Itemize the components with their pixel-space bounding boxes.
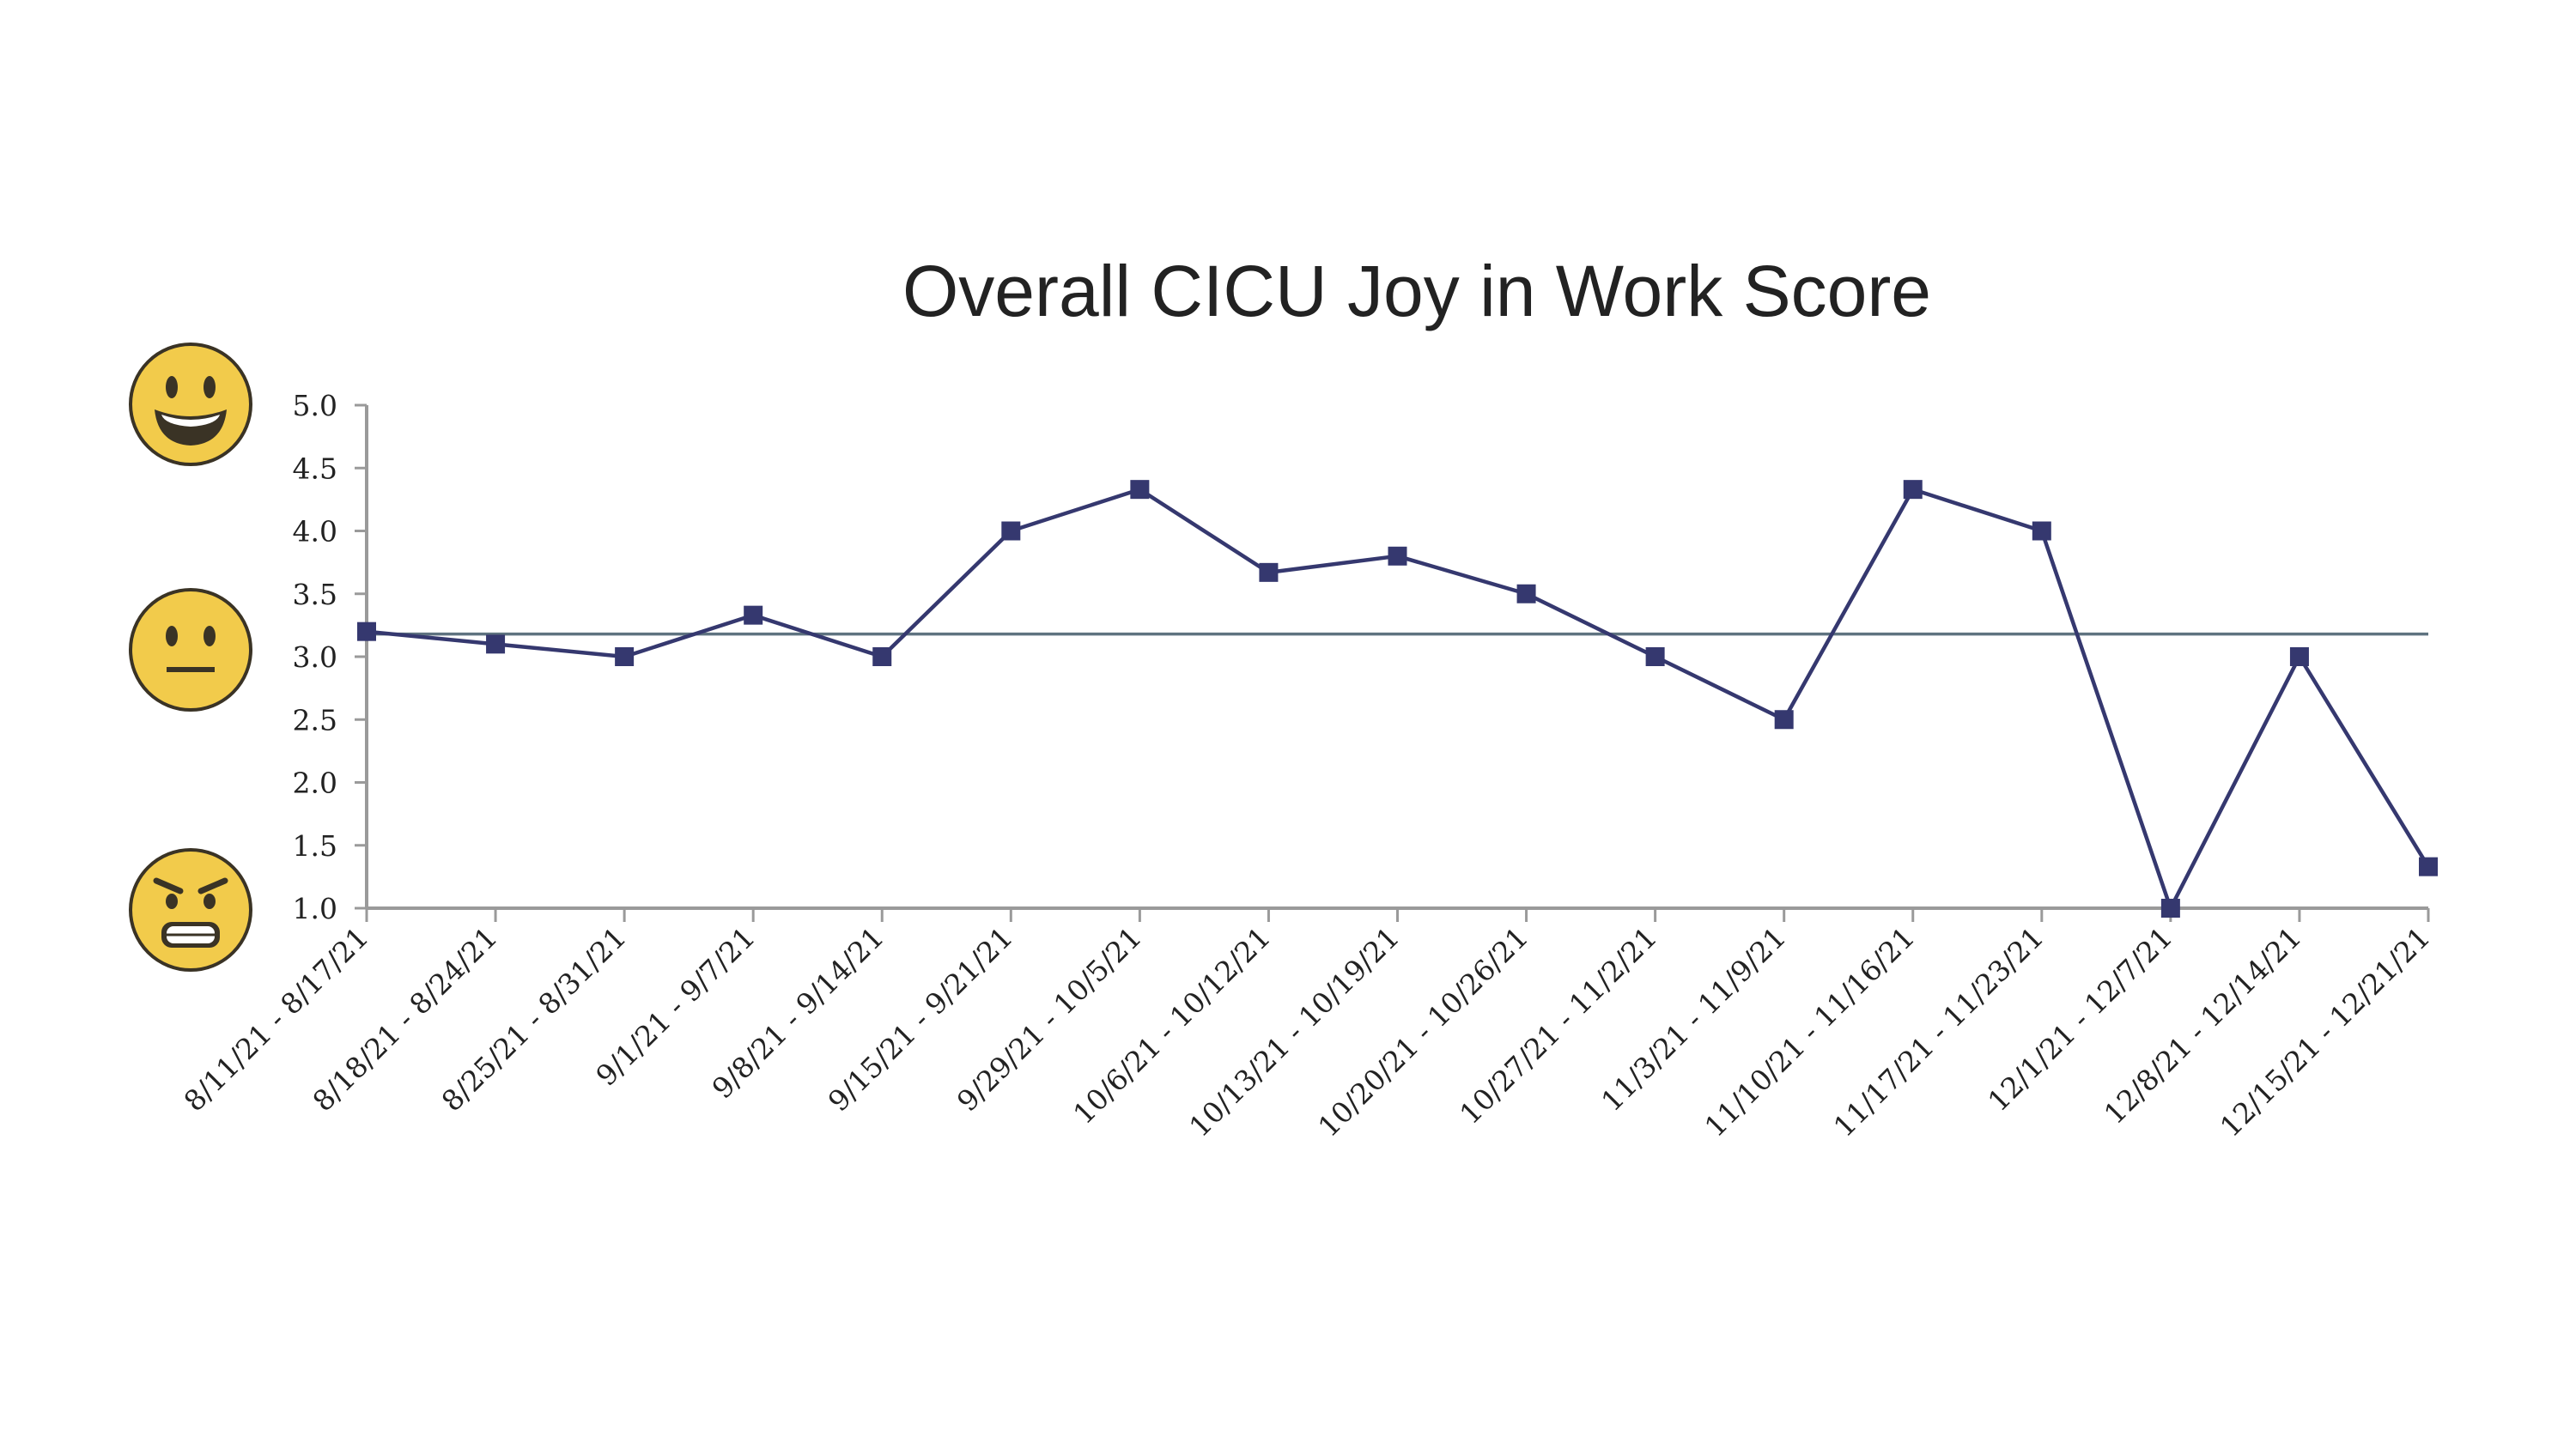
y-tick-label: 2.0 bbox=[293, 767, 337, 800]
y-tick-label: 5.0 bbox=[293, 389, 337, 422]
data-point bbox=[615, 647, 635, 666]
data-point bbox=[1001, 521, 1021, 541]
x-tick-label: 10/13/21 - 10/19/21 bbox=[1182, 920, 1406, 1143]
data-point bbox=[1259, 562, 1279, 582]
data-point bbox=[357, 621, 376, 641]
x-tick-label: 10/20/21 - 10/26/21 bbox=[1311, 920, 1534, 1143]
x-tick-label: 12/15/21 - 12/21/21 bbox=[2214, 920, 2437, 1143]
y-tick-label: 2.5 bbox=[293, 703, 337, 737]
data-point bbox=[486, 634, 506, 654]
data-point bbox=[2289, 647, 2309, 666]
data-point bbox=[2032, 521, 2051, 541]
x-tick-label: 11/10/21 - 11/16/21 bbox=[1698, 920, 1922, 1143]
data-point bbox=[1774, 710, 1794, 730]
y-tick-label: 3.5 bbox=[293, 578, 337, 611]
y-tick-label: 1.0 bbox=[293, 892, 337, 925]
neutral-face-icon bbox=[129, 588, 252, 712]
y-tick-label: 3.0 bbox=[293, 640, 337, 674]
axes bbox=[355, 403, 2430, 922]
data-point bbox=[1388, 546, 1407, 566]
data-point bbox=[2160, 899, 2180, 918]
chart-title: Overall CICU Joy in Work Score bbox=[902, 251, 1931, 331]
y-tick-label: 1.5 bbox=[293, 829, 337, 863]
data-point bbox=[1645, 647, 1665, 666]
data-point bbox=[1516, 584, 1536, 603]
data-point bbox=[872, 647, 892, 666]
y-tick-label: 4.0 bbox=[293, 515, 337, 549]
angry-face-icon bbox=[129, 848, 252, 972]
data-point bbox=[1903, 480, 1923, 500]
series-group bbox=[357, 480, 2438, 918]
grinning-face-icon bbox=[129, 343, 252, 466]
data-point bbox=[744, 605, 763, 625]
x-tick-labels: 8/11/21 - 8/17/218/18/21 - 8/24/218/25/2… bbox=[177, 920, 2436, 1143]
data-point bbox=[2419, 857, 2438, 876]
x-tick-label: 11/17/21 - 11/23/21 bbox=[1827, 920, 2050, 1143]
y-tick-label: 4.5 bbox=[293, 452, 337, 485]
y-tick-labels: 1.0 1.5 2.0 2.5 3.0 3.5 4.0 4.5 5.0 bbox=[293, 389, 337, 925]
data-point bbox=[1130, 480, 1150, 500]
emoji-scale bbox=[129, 343, 252, 972]
